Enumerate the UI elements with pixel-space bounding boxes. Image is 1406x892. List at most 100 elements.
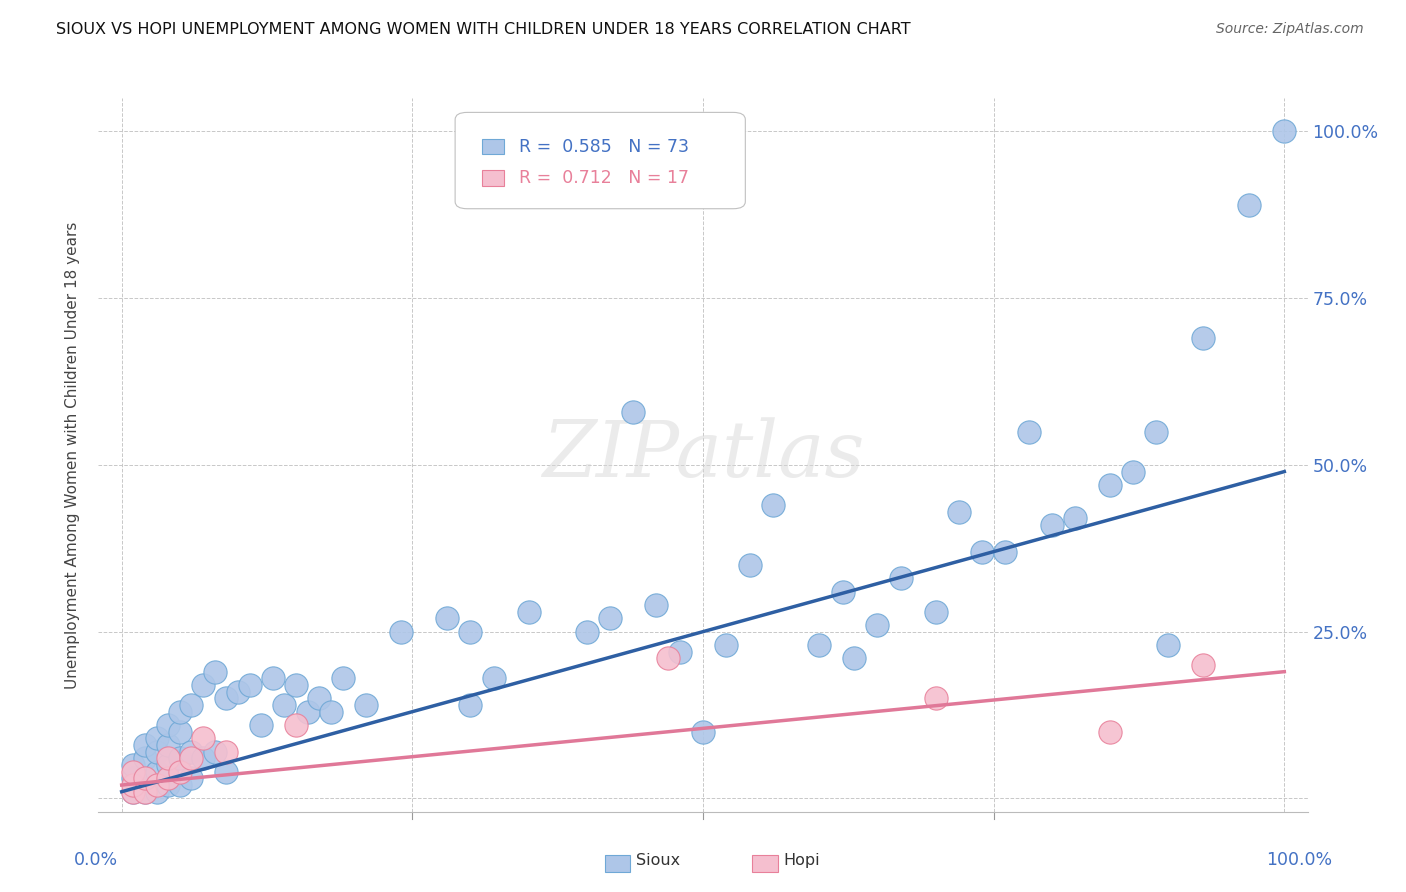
Point — [262, 671, 284, 685]
Point — [575, 624, 598, 639]
Text: Sioux: Sioux — [636, 854, 679, 868]
Text: SIOUX VS HOPI UNEMPLOYMENT AMONG WOMEN WITH CHILDREN UNDER 18 YEARS CORRELATION : SIOUX VS HOPI UNEMPLOYMENT AMONG WOMEN W… — [56, 22, 911, 37]
Point — [191, 731, 214, 746]
FancyBboxPatch shape — [482, 170, 505, 186]
Point — [354, 698, 377, 712]
Point — [157, 758, 180, 772]
Point — [866, 618, 889, 632]
Text: 100.0%: 100.0% — [1265, 851, 1331, 869]
Point — [599, 611, 621, 625]
Point — [145, 731, 167, 746]
Point — [1144, 425, 1167, 439]
Point — [460, 624, 482, 639]
Point — [1098, 478, 1121, 492]
Point — [994, 544, 1017, 558]
Point — [285, 678, 308, 692]
Point — [215, 764, 238, 779]
Point — [169, 751, 191, 765]
Point — [145, 785, 167, 799]
Point — [808, 638, 831, 652]
Point — [157, 772, 180, 786]
Point — [157, 738, 180, 752]
Point — [157, 751, 180, 765]
Point — [436, 611, 458, 625]
Point — [134, 772, 156, 786]
Point — [1098, 724, 1121, 739]
Point — [169, 705, 191, 719]
Point — [621, 404, 644, 418]
Point — [134, 772, 156, 786]
Point — [145, 745, 167, 759]
Point — [134, 785, 156, 799]
Point — [145, 778, 167, 792]
Point — [1192, 331, 1215, 345]
Point — [924, 691, 946, 706]
Point — [1018, 425, 1040, 439]
Point — [134, 751, 156, 765]
Point — [122, 778, 145, 792]
Point — [716, 638, 738, 652]
Point — [668, 645, 690, 659]
Point — [122, 758, 145, 772]
Point — [890, 571, 912, 585]
Point — [169, 778, 191, 792]
Point — [297, 705, 319, 719]
Point — [970, 544, 993, 558]
Point — [1064, 511, 1087, 525]
Point — [226, 684, 249, 698]
FancyBboxPatch shape — [456, 112, 745, 209]
Point — [204, 665, 226, 679]
Point — [122, 764, 145, 779]
Point — [308, 691, 330, 706]
Point — [215, 691, 238, 706]
Point — [145, 764, 167, 779]
Point — [180, 745, 202, 759]
Point — [273, 698, 295, 712]
Point — [285, 718, 308, 732]
Point — [692, 724, 714, 739]
Text: Hopi: Hopi — [783, 854, 820, 868]
Point — [157, 718, 180, 732]
Point — [460, 698, 482, 712]
Point — [134, 738, 156, 752]
Point — [1192, 658, 1215, 673]
Point — [191, 751, 214, 765]
Point — [122, 785, 145, 799]
Point — [180, 751, 202, 765]
Point — [844, 651, 866, 665]
Point — [134, 785, 156, 799]
Point — [517, 605, 540, 619]
Point — [1122, 465, 1144, 479]
Point — [645, 598, 668, 612]
Point — [122, 785, 145, 799]
Point — [122, 772, 145, 786]
Point — [1272, 124, 1295, 138]
FancyBboxPatch shape — [482, 139, 505, 154]
Point — [1239, 198, 1261, 212]
Point — [482, 671, 505, 685]
Point — [239, 678, 262, 692]
Point — [169, 724, 191, 739]
Point — [191, 678, 214, 692]
Text: ZIPatlas: ZIPatlas — [541, 417, 865, 493]
Point — [1040, 518, 1063, 533]
Text: R =  0.585   N = 73: R = 0.585 N = 73 — [519, 137, 689, 155]
Point — [332, 671, 354, 685]
Point — [180, 698, 202, 712]
Point — [1157, 638, 1180, 652]
Point — [169, 764, 191, 779]
Point — [924, 605, 946, 619]
Point — [180, 772, 202, 786]
Point — [831, 584, 853, 599]
Text: Source: ZipAtlas.com: Source: ZipAtlas.com — [1216, 22, 1364, 37]
Text: R =  0.712   N = 17: R = 0.712 N = 17 — [519, 169, 689, 187]
Point — [157, 778, 180, 792]
Point — [204, 745, 226, 759]
Point — [948, 505, 970, 519]
Text: 0.0%: 0.0% — [75, 851, 118, 869]
Point — [319, 705, 342, 719]
Point — [250, 718, 273, 732]
Point — [215, 745, 238, 759]
Point — [738, 558, 761, 572]
Point — [657, 651, 679, 665]
